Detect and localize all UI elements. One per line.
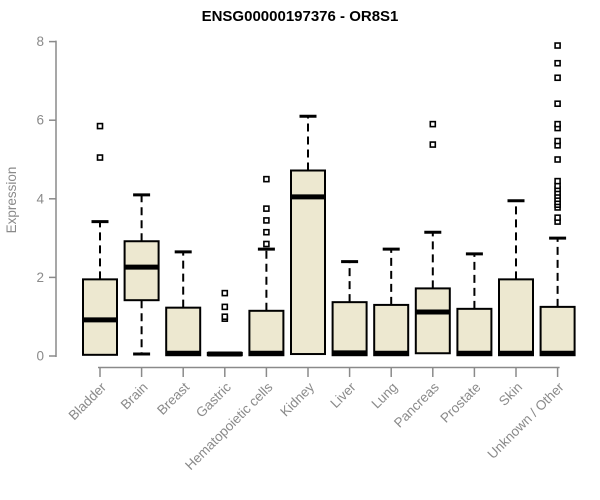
outlier-bladder	[96, 154, 104, 161]
outlier-unknown-other	[554, 59, 561, 67]
boxplot-skin	[498, 199, 534, 357]
chart-title: ENSG00000197376 - OR8S1	[202, 8, 399, 25]
boxplot-brain	[123, 193, 160, 356]
box-liver	[331, 301, 368, 357]
outlier-unknown-other	[554, 214, 561, 221]
y-tick-label: 6	[36, 113, 44, 128]
outlier-gastric	[221, 289, 229, 297]
outlier-hematopoietic-cells	[263, 228, 270, 236]
outlier-unknown-other	[554, 100, 561, 107]
box-pancreas	[414, 287, 451, 355]
y-tick-label: 8	[36, 34, 44, 49]
x-tick-label-gastric: Gastric	[193, 379, 234, 420]
outlier-unknown-other	[554, 177, 561, 185]
outlier-hematopoietic-cells	[263, 205, 270, 212]
x-tick-label-bladder: Bladder	[66, 379, 110, 423]
box-prostate	[456, 307, 493, 357]
boxplot-hematopoietic-cells	[248, 175, 285, 357]
box-lung	[373, 303, 410, 357]
boxplot-pancreas	[414, 120, 451, 355]
boxplot-lung	[373, 247, 410, 357]
x-tick-label-kidney: Kidney	[277, 379, 317, 419]
x-tick-label-pancreas: Pancreas	[391, 379, 442, 430]
y-tick-label: 0	[36, 349, 44, 364]
x-tick-label-brain: Brain	[118, 380, 151, 413]
x-tick-label-liver: Liver	[327, 379, 359, 411]
y-tick-label: 2	[36, 270, 44, 285]
boxplot-gastric	[206, 289, 243, 357]
y-axis-title: Expression	[4, 167, 19, 234]
y-axis: 0 2 4 6 8	[36, 34, 57, 364]
outlier-pancreas	[429, 120, 437, 128]
y-tick-label: 4	[36, 191, 44, 206]
x-tick-label-breast: Breast	[154, 379, 192, 417]
box-hematopoietic-cells	[248, 309, 285, 357]
boxes-group	[82, 42, 576, 357]
box-kidney	[290, 169, 326, 356]
outlier-hematopoietic-cells	[263, 240, 270, 248]
outlier-unknown-other	[554, 137, 561, 145]
outlier-gastric	[221, 313, 229, 321]
outlier-unknown-other	[554, 156, 561, 163]
boxplot-liver	[331, 260, 368, 357]
outlier-pancreas	[429, 141, 437, 148]
box-bladder	[82, 278, 118, 356]
boxplot-unknown-other	[539, 42, 576, 357]
boxplot-bladder	[82, 122, 118, 356]
outlier-hematopoietic-cells	[263, 175, 270, 183]
outlier-gastric	[221, 303, 229, 311]
outlier-unknown-other	[554, 120, 561, 128]
boxplot-breast	[165, 250, 202, 357]
box-skin	[498, 278, 534, 357]
box-brain	[123, 240, 160, 302]
box-breast	[165, 306, 202, 357]
outlier-hematopoietic-cells	[263, 217, 270, 224]
boxplot-kidney	[290, 114, 326, 356]
x-tick-label-lung: Lung	[368, 380, 400, 412]
outlier-bladder	[96, 122, 104, 130]
x-tick-label-skin: Skin	[496, 380, 525, 409]
outlier-unknown-other	[554, 74, 561, 82]
outlier-unknown-other	[554, 42, 561, 49]
boxplot-prostate	[456, 252, 493, 357]
box-unknown-other	[539, 305, 576, 357]
x-tick-label-prostate: Prostate	[437, 380, 483, 426]
x-tick-label-unknown-other: Unknown / Other	[484, 379, 567, 462]
